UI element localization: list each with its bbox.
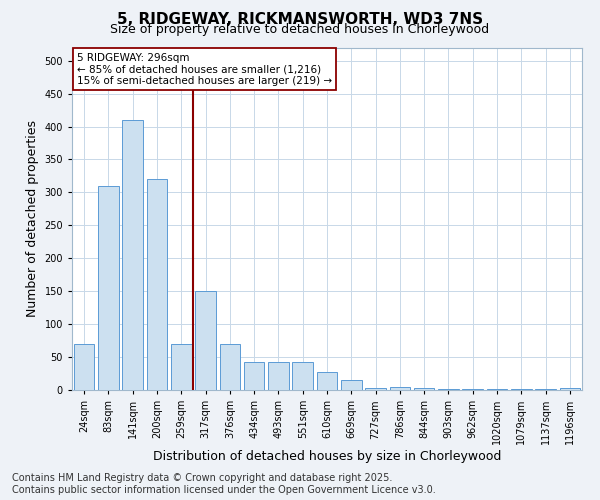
Bar: [292, 362, 313, 390]
Bar: [146, 179, 167, 390]
Bar: [414, 388, 434, 390]
Bar: [560, 388, 580, 390]
Bar: [365, 388, 386, 390]
Y-axis label: Number of detached properties: Number of detached properties: [26, 120, 39, 318]
Bar: [195, 291, 216, 390]
Bar: [220, 344, 240, 390]
Bar: [268, 362, 289, 390]
X-axis label: Distribution of detached houses by size in Chorleywood: Distribution of detached houses by size …: [153, 450, 501, 463]
Text: 5 RIDGEWAY: 296sqm
← 85% of detached houses are smaller (1,216)
15% of semi-deta: 5 RIDGEWAY: 296sqm ← 85% of detached hou…: [77, 52, 332, 86]
Bar: [74, 344, 94, 390]
Bar: [122, 120, 143, 390]
Bar: [244, 362, 265, 390]
Text: Size of property relative to detached houses in Chorleywood: Size of property relative to detached ho…: [110, 22, 490, 36]
Text: Contains HM Land Registry data © Crown copyright and database right 2025.
Contai: Contains HM Land Registry data © Crown c…: [12, 474, 436, 495]
Bar: [341, 380, 362, 390]
Text: 5, RIDGEWAY, RICKMANSWORTH, WD3 7NS: 5, RIDGEWAY, RICKMANSWORTH, WD3 7NS: [117, 12, 483, 28]
Bar: [98, 186, 119, 390]
Bar: [171, 344, 191, 390]
Bar: [317, 372, 337, 390]
Bar: [389, 386, 410, 390]
